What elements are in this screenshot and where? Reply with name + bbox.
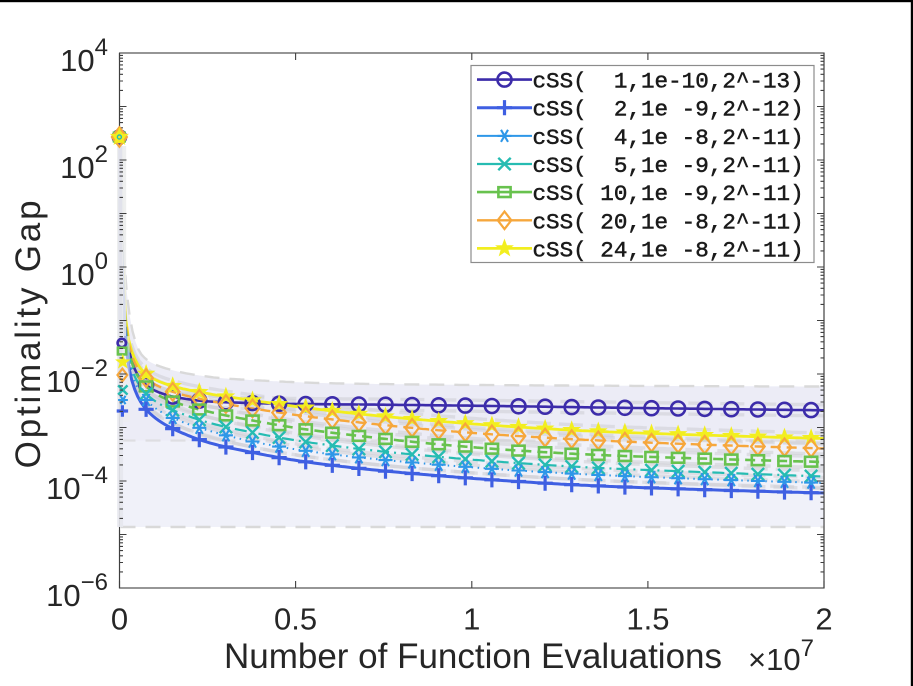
svg-text:cSS( 4,1e -8,2^-11): cSS( 4,1e -8,2^-11) — [533, 125, 804, 151]
svg-text:2: 2 — [815, 602, 832, 637]
svg-text:cSS( 20,1e -8,2^-11): cSS( 20,1e -8,2^-11) — [533, 209, 804, 235]
svg-text:0: 0 — [111, 602, 128, 637]
svg-text:1: 1 — [463, 602, 480, 637]
svg-text:cSS( 2,1e -9,2^-12): cSS( 2,1e -9,2^-12) — [533, 97, 804, 123]
svg-text:1.5: 1.5 — [626, 602, 669, 637]
svg-text:cSS( 10,1e -9,2^-11): cSS( 10,1e -9,2^-11) — [533, 181, 804, 207]
svg-text:Number of Function Evaluations: Number of Function Evaluations — [224, 637, 722, 676]
svg-text:cSS( 1,1e-10,2^-13): cSS( 1,1e-10,2^-13) — [533, 69, 804, 95]
svg-text:0.5: 0.5 — [274, 602, 317, 637]
svg-text:Optimality Gap: Optimality Gap — [9, 198, 48, 469]
svg-text:cSS( 5,1e -9,2^-11): cSS( 5,1e -9,2^-11) — [533, 153, 804, 179]
svg-text:cSS( 24,1e -8,2^-11): cSS( 24,1e -8,2^-11) — [533, 237, 804, 263]
